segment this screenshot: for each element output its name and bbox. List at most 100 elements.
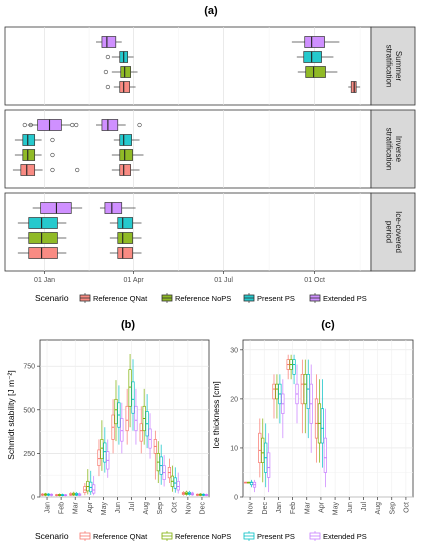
y-tick-label: 0 [31,495,35,502]
x-tick-label: 01 Oct [304,277,325,284]
box-reference-qnat-apr [83,483,87,496]
box-body [304,36,325,48]
box-reference-nops-0 [17,232,67,244]
box-extended-ps-nov [252,479,257,493]
box-body [101,36,117,48]
x-tick-label: Aug [143,502,150,515]
box-body [22,149,36,161]
x-tick-label: Apr [318,501,325,513]
box-reference-qnat-aug [139,406,143,454]
x-tick-label: 01 Jan [34,277,55,284]
box-reference-nops-feb [289,354,293,380]
x-tick-label: Sep [157,502,164,515]
x-tick-label: Dec [199,502,206,515]
box-reference-nops-mar [303,359,307,434]
box-present-ps-feb [292,354,296,385]
box-body [275,383,279,400]
box-reference-qnat-jan [41,493,45,497]
facet-2: Ice-coveredperiod [4,192,416,272]
box-reference-qnat-1 [111,164,140,176]
box-reference-nops-dec [198,493,203,497]
box-body [28,217,58,229]
y-tick-label: 750 [23,364,35,371]
legend-key-2 [243,531,255,541]
x-tick-label: Jul [361,502,368,511]
legend-key-1 [161,531,173,541]
legend-top-title: Scenario [35,293,69,303]
box-body [117,232,133,244]
box-outlier [103,69,108,75]
box-body [176,480,180,491]
box-reference-nops-1 [297,66,338,78]
box-body [92,484,96,494]
box-body [128,369,132,407]
box-outlier [28,122,33,128]
facet-strip [370,109,416,189]
box-reference-qnat-nov [244,481,248,484]
box-present-ps-0 [105,51,134,63]
box-body [120,66,131,78]
box-extended-ps-mar [309,364,313,453]
legend-top: Scenario Reference QNat Reference NoPS Pre… [35,293,367,303]
box-body [119,134,132,146]
y-tick-label: 500 [23,407,35,414]
box-reference-qnat-nov [181,491,186,496]
box-reference-qnat-dec [258,418,262,478]
legend-label-0: Reference QNat [93,532,148,541]
box-reference-qnat-dec [195,493,200,497]
box-reference-qnat-0 [17,247,67,259]
box-extended-ps-dec [267,433,271,493]
legend-bottom-title: Scenario [35,531,69,541]
box-body [306,373,310,410]
box-body [139,423,143,442]
box-body [258,432,262,464]
panel-a-label: (a) [204,5,218,17]
y-tick-label: 20 [230,396,238,403]
box-body [131,381,135,414]
box-reference-nops-1 [111,149,144,161]
legend-label-1: Reference NoPS [175,532,231,541]
box-body [125,405,129,432]
box-body [114,398,118,425]
box-present-ps-sep [159,444,163,485]
box-extended-ps-feb [63,494,68,497]
box-present-ps-0 [14,134,55,146]
box-body [117,217,133,229]
box-body [300,373,304,405]
box-reference-nops-0 [103,66,138,78]
box-extended-ps-1 [96,119,142,131]
box-reference-qnat-feb [55,493,59,497]
box-reference-qnat-mar [69,492,73,496]
box-reference-nops-nov [184,490,188,496]
box-reference-nops-sep [156,441,160,484]
x-tick-label: 01 Apr [123,277,144,284]
strip-label-line: Summer [394,51,403,82]
legend-key-0 [79,531,91,541]
x-tick-label: May [333,502,340,516]
facet-strip-label: Inversestratification [385,128,403,171]
box-reference-nops-nov [247,481,251,484]
box-reference-qnat-may [97,439,101,477]
box-present-ps-apr [89,470,93,495]
box-extended-ps-1 [291,36,340,48]
x-tick-label: Jan [276,502,283,513]
plot-area [39,339,210,498]
box-body [267,452,271,478]
box-reference-qnat-1 [109,247,142,259]
facet-1: Inversestratification [4,109,416,189]
x-tick-label: Aug [375,502,382,515]
box-present-ps-mar [306,359,310,439]
y-tick-label: 10 [230,445,238,452]
x-tick-label: Jan [45,502,52,513]
strip-label-line: stratification [385,45,394,88]
legend-label-0: Reference QNat [93,294,148,303]
box-present-ps-0 [17,217,67,229]
box-body [272,383,276,400]
x-tick-label: 01 Jul [214,277,233,284]
box-present-ps-feb [61,493,65,497]
box-reference-qnat-mar [300,359,304,434]
box-reference-qnat-apr [314,374,319,463]
x-tick-label: Nov [248,502,255,515]
box-body [148,428,152,449]
